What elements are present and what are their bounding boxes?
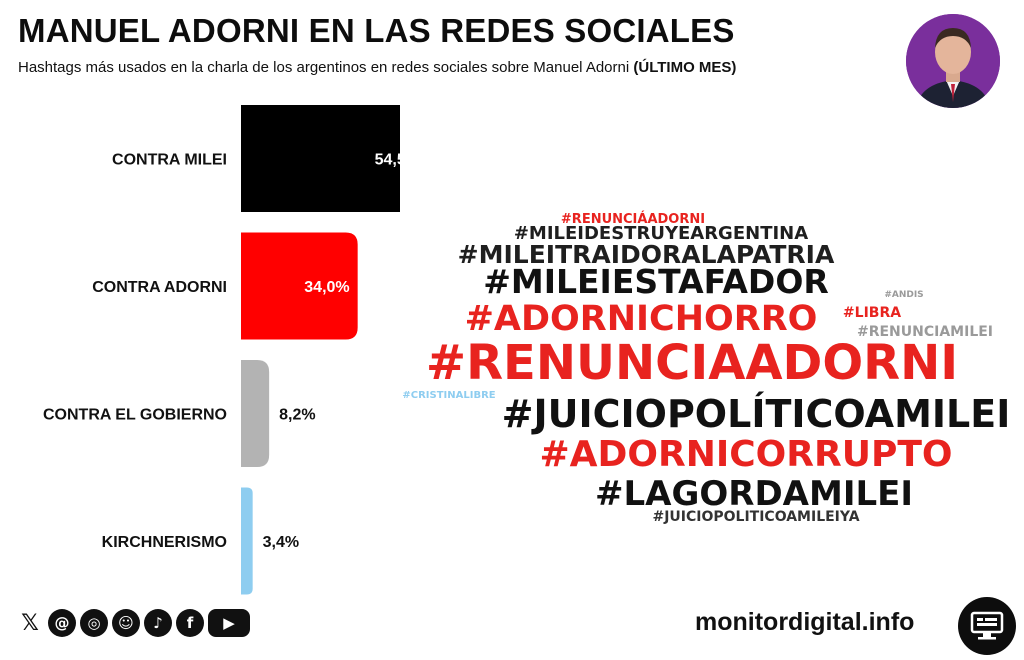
tiktok-icon[interactable]: ♪ xyxy=(144,609,172,637)
bar-contra-milei xyxy=(241,105,400,212)
hashtag-word: #ADORNICORRUPTO xyxy=(539,434,953,475)
category-label: KIRCHNERISMO xyxy=(102,534,227,551)
hashtag-word: #MILEIDESTRUYEARGENTINA xyxy=(513,223,809,244)
avatar xyxy=(906,14,1000,108)
bar-contra-adorni xyxy=(241,232,358,340)
value-label: 3,4% xyxy=(263,534,299,551)
bar-kirchnerismo xyxy=(241,487,253,595)
hashtag-word: #MILEIESTAFADOR xyxy=(483,262,829,301)
value-label: 34,0% xyxy=(304,279,349,296)
hashtag-word: #MILEITRAIDORALAPATRIA xyxy=(457,240,835,269)
instagram-icon[interactable]: ◎ xyxy=(80,609,108,637)
hashtag-word: #RENUNCIAMILEI xyxy=(856,324,994,340)
brand-name[interactable]: monitordigital.info xyxy=(695,608,915,636)
hashtag-word: #JUICIOPOLITICOAMILEIYA xyxy=(652,509,860,525)
subtitle-text: Hashtags más usados en la charla de los … xyxy=(18,59,630,76)
person-portrait-icon xyxy=(906,14,1000,108)
reddit-icon[interactable]: ☺ xyxy=(112,609,140,637)
threads-icon[interactable]: @ xyxy=(48,609,76,637)
hashtag-word: #CRISTINALIBRE xyxy=(402,390,496,401)
youtube-icon[interactable]: ▶ xyxy=(208,609,250,637)
x-icon[interactable]: 𝕏 xyxy=(21,610,39,636)
category-label: CONTRA MILEI xyxy=(112,152,227,169)
bar-chart: CONTRA MILEI 54,5% CONTRA ADORNI 34,0% CONTR… xyxy=(43,105,400,595)
hashtag-word: #RENUNCIAADORNI xyxy=(425,335,959,391)
social-icons: 𝕏 @ ◎ ☺ ♪ f ▶ xyxy=(16,609,250,637)
hashtag-word: #LAGORDAMILEI xyxy=(594,474,914,514)
category-label: CONTRA ADORNI xyxy=(92,279,227,296)
facebook-icon[interactable]: f xyxy=(176,609,204,637)
hashtag-word: #LIBRA xyxy=(842,305,902,321)
hashtag-word: #RENUNCIÁADORNI xyxy=(560,212,706,227)
value-label: 54,5% xyxy=(375,152,400,169)
monitor-logo-icon xyxy=(958,597,1016,655)
page-title: MANUEL ADORNI EN LAS REDES SOCIALES xyxy=(18,12,735,49)
hashtag-word: #JUICIOPOLÍTICOAMILEI xyxy=(501,392,1011,436)
category-label: CONTRA EL GOBIERNO xyxy=(43,407,227,424)
subtitle-period: (ÚLTIMO MES) xyxy=(633,59,737,76)
hashtag-word: #ANDIS xyxy=(884,290,924,300)
page-subtitle: Hashtags más usados en la charla de los … xyxy=(18,59,736,76)
hashtag-word: #ADORNICHORRO xyxy=(464,299,818,339)
bar-contra-el-gobierno xyxy=(241,360,270,467)
value-label: 8,2% xyxy=(279,407,315,424)
hashtag-word-cloud: #RENUNCIÁADORNI #MILEIDESTRUYEARGENTINA #M… xyxy=(400,205,1020,535)
